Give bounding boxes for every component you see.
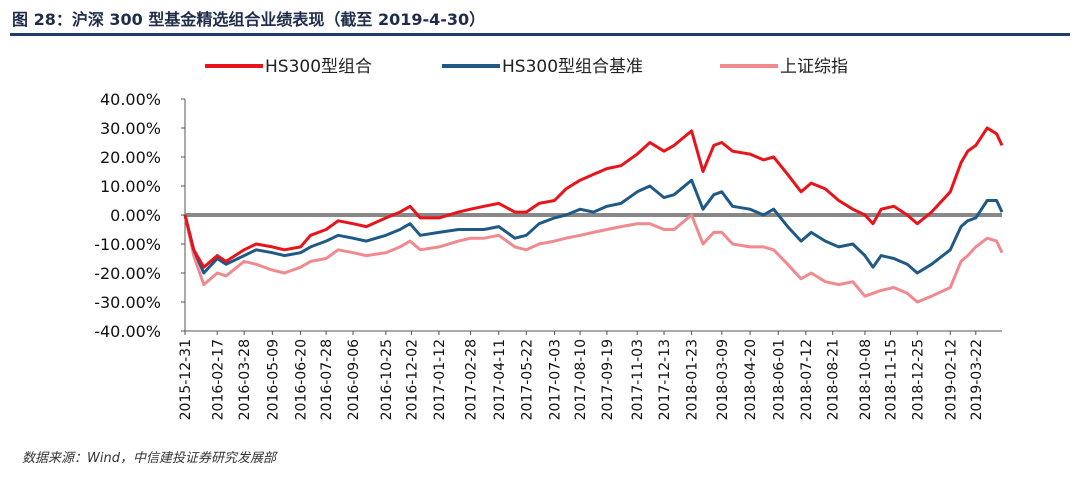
y-tick-label: 0.00%: [110, 206, 161, 225]
x-tick-label: 2017-05-22: [519, 339, 535, 420]
title-divider: [10, 33, 1070, 36]
x-tick-label: 2018-07-12: [799, 339, 815, 420]
y-axis: 40.00% 30.00% 20.00% 10.00% 0.00% -10.00% -20.…: [94, 90, 1002, 341]
y-tick-label: 10.00%: [100, 177, 161, 196]
y-tick-label: 20.00%: [100, 148, 161, 167]
chart-legend: HS300型组合 HS300型组合基准 上证综指: [205, 57, 848, 77]
source-note: 数据来源：Wind，中信建投证券研究发展部: [22, 451, 276, 466]
x-tick-label: 2017-12-13: [657, 339, 673, 420]
series-line: [183, 213, 1004, 304]
x-tick-label: 2017-11-03: [630, 339, 646, 420]
x-tick-label: 2018-03-09: [715, 339, 731, 420]
x-tick-label: 2016-05-09: [265, 339, 281, 420]
x-tick-label: 2018-10-08: [858, 339, 874, 420]
series-line: [183, 126, 1004, 269]
series-lines: [183, 126, 1004, 304]
x-tick-label: 2018-04-20: [743, 339, 759, 420]
x-tick-label: 2018-12-25: [910, 339, 926, 420]
x-tick-label: 2016-03-28: [237, 339, 253, 420]
x-tick-label: 2017-09-19: [600, 339, 616, 420]
x-tick-label: 2018-11-15: [883, 339, 899, 420]
x-tick-label: 2016-10-25: [379, 339, 395, 420]
x-tick-label: 2018-08-21: [826, 339, 842, 420]
series-line: [183, 178, 1004, 275]
x-tick-label: 2017-04-11: [492, 339, 508, 420]
x-tick-label: 2017-08-10: [573, 339, 589, 420]
x-tick-label: 2018-01-23: [685, 339, 701, 420]
x-tick-label: 2016-07-28: [319, 339, 335, 420]
y-tick-label: -40.00%: [94, 322, 161, 341]
x-tick-label: 2016-06-20: [294, 339, 310, 420]
legend-label: HS300型组合: [265, 57, 372, 77]
x-tick-label: 2015-12-31: [178, 339, 194, 420]
x-tick-label: 2017-07-03: [548, 339, 564, 420]
y-tick-label: 40.00%: [100, 90, 161, 109]
x-tick-label: 2019-03-22: [969, 339, 985, 420]
y-tick-label: -10.00%: [94, 235, 161, 254]
y-tick-label: -30.00%: [94, 293, 161, 312]
line-chart: HS300型组合 HS300型组合基准 上证综指 40.00% 30.00% 20.00…: [94, 57, 1004, 420]
legend-label: HS300型组合基准: [502, 57, 643, 77]
x-tick-label: 2017-02-28: [464, 339, 480, 420]
x-tick-label: 2019-02-12: [943, 339, 959, 420]
x-tick-label: 2017-01-12: [432, 339, 448, 420]
x-tick-label: 2016-09-06: [346, 339, 362, 420]
y-tick-label: -20.00%: [94, 264, 161, 283]
x-axis: 2015-12-31 2016-02-17 2016-03-28 2016-05-09…: [178, 330, 1002, 420]
legend-label: 上证综指: [780, 57, 848, 77]
y-tick-label: 30.00%: [100, 119, 161, 138]
x-tick-label: 2018-06-01: [771, 339, 787, 420]
x-tick-label: 2016-12-02: [404, 339, 420, 420]
x-tick-label: 2016-02-17: [210, 339, 226, 420]
figure-title: 图 28：沪深 300 型基金精选组合业绩表现（截至 2019-4-30）: [12, 10, 486, 29]
